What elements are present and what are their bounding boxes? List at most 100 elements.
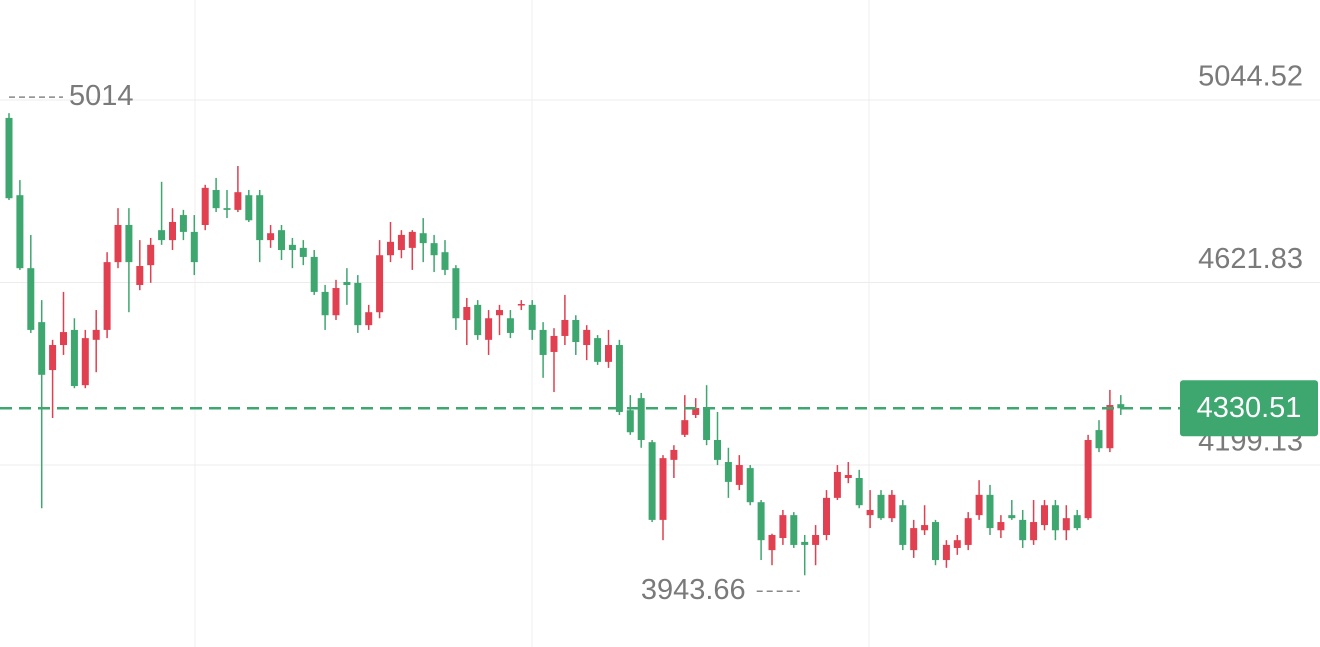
candle-body <box>474 304 482 336</box>
candle-body <box>550 335 558 352</box>
candle-body <box>681 420 689 435</box>
candle-body <box>1030 522 1038 541</box>
candle-body <box>278 230 285 251</box>
candle-body <box>1019 519 1027 541</box>
candle-body <box>877 494 885 519</box>
candle-body <box>376 255 384 313</box>
candle-body <box>103 262 111 330</box>
candle-body <box>964 518 972 545</box>
candle-body <box>299 247 307 257</box>
max-label: 5014 <box>69 80 134 112</box>
candle-body <box>615 345 623 412</box>
candle-body <box>561 319 569 336</box>
candle-body <box>539 329 547 355</box>
candle-body <box>408 231 416 248</box>
candle-body <box>169 221 176 241</box>
candle-body <box>1084 440 1092 519</box>
candle-body <box>343 281 351 286</box>
candle-body <box>1117 404 1125 409</box>
y-tick-label: 4621.83 <box>1198 243 1303 275</box>
candle-body <box>125 224 133 263</box>
candle-body <box>16 195 24 269</box>
candle-body <box>1041 505 1048 526</box>
candle-body <box>49 345 57 371</box>
min-label: 3943.66 <box>641 574 746 606</box>
candle-body <box>27 268 35 330</box>
candle-body <box>768 535 776 551</box>
candle-body <box>332 288 340 316</box>
candle-body <box>746 468 754 503</box>
candle-body <box>387 241 394 256</box>
candle-body <box>986 494 994 529</box>
candle-body <box>397 234 405 251</box>
candle-body <box>136 266 144 286</box>
candle-body <box>942 544 950 561</box>
candle-body <box>724 462 732 482</box>
candle-body <box>452 268 460 319</box>
candle-body <box>1095 430 1103 449</box>
candle-body <box>245 195 253 221</box>
candle-body <box>354 282 362 326</box>
candle-body <box>310 256 318 292</box>
candle-body <box>430 243 438 256</box>
candle-body <box>528 304 536 330</box>
candle-body <box>659 458 667 520</box>
candle-body <box>158 230 166 241</box>
candle-body <box>790 515 798 545</box>
candle-body <box>648 442 656 520</box>
candle-body <box>910 528 918 551</box>
candle-body <box>855 478 863 506</box>
candle-body <box>506 318 514 333</box>
candle-body <box>703 408 711 441</box>
candle-body <box>735 465 743 485</box>
candle-body <box>365 312 373 326</box>
y-tick-label: 5044.52 <box>1198 61 1303 93</box>
candle-body <box>147 244 155 266</box>
candle-body <box>321 291 329 316</box>
candle-body <box>267 233 275 241</box>
candle-body <box>823 497 830 536</box>
candle-body <box>190 231 198 263</box>
candle-body <box>212 190 220 209</box>
candle-body <box>997 522 1005 531</box>
candle-body <box>1008 515 1016 519</box>
candle-body <box>201 187 209 225</box>
candle-body <box>419 233 427 244</box>
candle-body <box>833 471 841 498</box>
candle-body <box>1106 405 1114 449</box>
candle-body <box>899 505 907 545</box>
candle-body <box>572 319 580 343</box>
candle-body <box>605 345 612 362</box>
candle-body <box>1051 505 1059 531</box>
candle-body <box>801 541 809 545</box>
candle-body <box>441 252 449 270</box>
candle-body <box>92 329 100 340</box>
candle-body <box>626 410 634 433</box>
candle-body <box>670 449 678 460</box>
candle-body <box>179 215 187 232</box>
candle-body <box>779 515 787 539</box>
candle-body <box>757 502 765 541</box>
candle-body <box>81 338 89 386</box>
candle-body <box>485 318 493 340</box>
candle-body <box>234 192 242 210</box>
candle-body <box>1073 515 1081 529</box>
candle-body <box>975 494 983 516</box>
candle-body <box>114 224 122 263</box>
candle-body <box>932 522 939 561</box>
candle-body <box>223 208 231 210</box>
candle-body <box>594 338 602 362</box>
candle-body <box>921 525 929 531</box>
candle-body <box>812 535 820 545</box>
candle-body <box>583 329 591 346</box>
candle-body <box>256 195 264 241</box>
candle-body <box>714 440 721 460</box>
candle-body <box>637 398 645 441</box>
candle-body <box>866 509 874 516</box>
candle-body <box>1062 518 1070 531</box>
candle-body <box>888 494 896 519</box>
candle-body <box>70 329 78 387</box>
candle-body <box>38 322 46 375</box>
price-tag <box>1180 380 1318 437</box>
